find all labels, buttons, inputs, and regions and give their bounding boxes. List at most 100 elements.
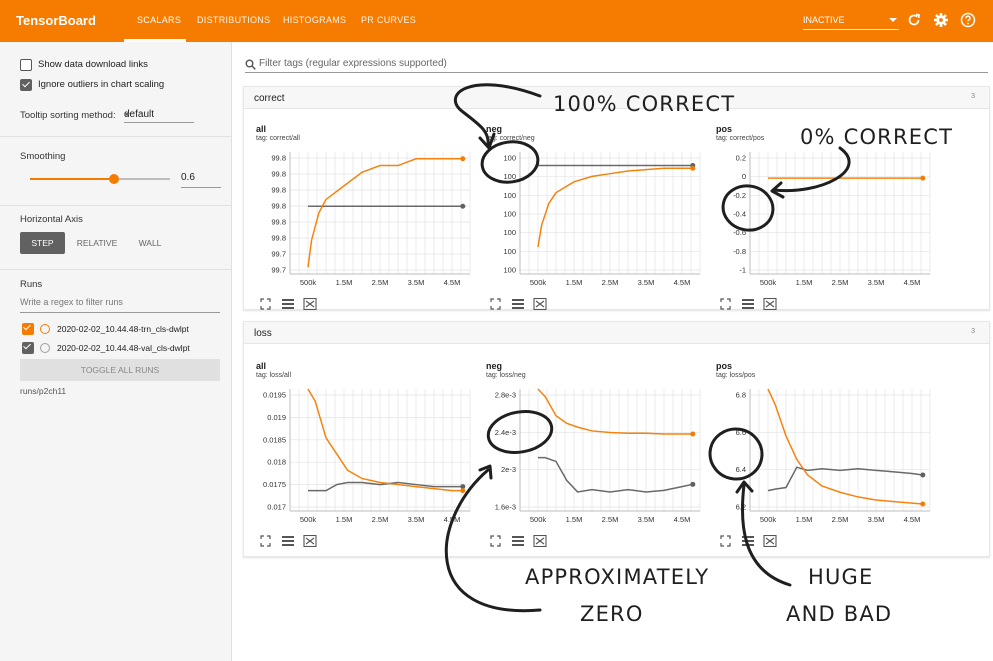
fit-domain-icon[interactable] [533,534,547,548]
y-tick-label: 100 [503,247,516,256]
chart-card: neg tag: correct/neg 100 100 100 100 100 100 100… [486,124,708,311]
fullscreen-icon[interactable] [720,298,731,310]
tab-scalars[interactable]: SCALARS [137,15,182,25]
x-tick-label: 500k [760,278,777,287]
tab-distributions[interactable]: DISTRIBUTIONS [197,15,271,25]
x-tick-label: 1.5M [336,278,353,287]
y-tick-label: 100 [503,228,516,237]
x-tick-label: 2.5M [372,515,389,524]
axis-wall-button[interactable]: WALL [138,238,162,248]
divider [0,136,232,137]
fullscreen-icon[interactable] [720,535,731,547]
tab-pr-curves[interactable]: PR CURVES [361,15,417,25]
toggle-all-runs-button[interactable]: TOGGLE ALL RUNS [20,359,220,381]
chart-title: all [256,361,267,371]
run-checkbox[interactable] [22,342,34,354]
chart-plot: 6.8 6.6 6.4 6.2 500k 1.5M 2.5M 3.5M 4.5M [736,388,931,524]
y-tick-label: 0.017 [267,503,286,512]
y-tick-label: 0.2 [736,154,746,163]
fit-domain-icon[interactable] [763,297,777,311]
chart-plot: 0.0195 0.019 0.0185 0.018 0.0175 0.017 500k 1.5… [263,388,471,524]
axis-step-button[interactable]: STEP [20,232,65,254]
runs-filter-input[interactable]: Write a regex to filter runs [20,297,220,313]
series-line [537,388,693,435]
tag-filter-input[interactable]: Filter tags (regular expressions support… [245,55,988,73]
lines-icon[interactable] [512,299,524,309]
fit-domain-icon[interactable] [763,534,777,548]
fit-domain-icon[interactable] [303,297,317,311]
top-app-bar: TensorBoard SCALARS DISTRIBUTIONS HISTOG… [0,0,993,42]
help-icon[interactable] [960,12,976,28]
chart-tag: tag: loss/pos [716,372,756,379]
y-tick-label: 100 [503,191,516,200]
ignore-outliers-checkbox[interactable] [20,79,32,91]
fullscreen-icon[interactable] [490,535,501,547]
series-line [307,388,463,492]
y-tick-label: 0.0195 [263,391,286,400]
x-tick-label: 3.5M [868,515,885,524]
x-tick-label: 4.5M [674,278,691,287]
x-tick-label: 500k [530,515,547,524]
series-end-point [690,431,696,437]
x-tick-label: 500k [760,515,777,524]
runs-path: runs/p2ch11 [20,386,67,396]
run-checkbox[interactable] [22,323,34,335]
series-end-point [460,488,466,494]
chart-plot: 99.8 99.8 99.8 99.8 99.8 99.8 99.7 99.7 500k 1.5M… [271,152,471,287]
lines-icon[interactable] [282,536,294,546]
y-tick-label: 100 [503,266,516,275]
smoothing-slider-handle[interactable] [109,174,119,184]
run-color-circle[interactable] [40,343,50,353]
x-tick-label: 4.5M [904,278,921,287]
smoothing-slider[interactable] [30,174,170,184]
series-end-point [920,175,926,181]
annotation-label: ZERO [580,602,644,626]
series-line [538,456,693,493]
run-select-dropdown[interactable]: INACTIVE [803,12,899,30]
x-tick-label: 1.5M [566,278,583,287]
fit-domain-icon[interactable] [533,297,547,311]
fullscreen-icon[interactable] [260,298,271,310]
x-tick-label: 2.5M [372,278,389,287]
chart-toolbar [720,534,790,548]
run-name: 2020-02-02_10.44.48-trn_cls-dwlpt [57,324,189,334]
chart-title: neg [486,124,503,134]
run-color-circle[interactable] [40,324,50,334]
x-tick-label: 3.5M [408,515,425,524]
tooltip-sorting-select[interactable]: default [124,107,194,123]
y-tick-label: 99.8 [271,170,286,179]
section-header[interactable]: loss 3 [244,322,989,344]
divider [0,205,232,206]
y-tick-label: 99.7 [271,250,286,259]
fullscreen-icon[interactable] [260,535,271,547]
y-tick-label: 6.4 [736,465,746,474]
x-tick-label: 3.5M [638,515,655,524]
show-download-links-checkbox[interactable] [20,59,32,71]
section-title: loss [254,328,272,339]
tab-histograms[interactable]: HISTOGRAMS [283,15,347,25]
chart-title: pos [716,124,733,134]
smoothing-value-input[interactable]: 0.6 [181,172,221,188]
refresh-icon[interactable] [906,12,922,28]
y-tick-label: 2.4e-3 [495,428,516,437]
settings-icon[interactable] [933,12,949,28]
annotation-label: 0% CORRECT [800,125,954,149]
show-download-links-label: Show data download links [38,59,148,70]
fit-domain-icon[interactable] [303,534,317,548]
lines-icon[interactable] [742,299,754,309]
y-tick-label: -0.2 [733,191,746,200]
section-header[interactable]: correct 3 [244,87,989,109]
series-line [767,388,923,505]
x-tick-label: 3.5M [868,278,885,287]
lines-icon[interactable] [512,536,524,546]
y-tick-label: 6.8 [736,391,746,400]
chart-plot: 100 100 100 100 100 100 100 500k 1.5M 2.5M 3.5M 4.5… [503,152,701,287]
axis-relative-button[interactable]: RELATIVE [76,238,118,248]
lines-icon[interactable] [742,536,754,546]
y-tick-label: -1 [739,266,746,275]
y-tick-label: -0.8 [733,247,746,256]
run-name: 2020-02-02_10.44.48-val_cls-dwlpt [57,343,190,353]
lines-icon[interactable] [282,299,294,309]
fullscreen-icon[interactable] [490,298,501,310]
y-tick-label: 99.8 [271,186,286,195]
